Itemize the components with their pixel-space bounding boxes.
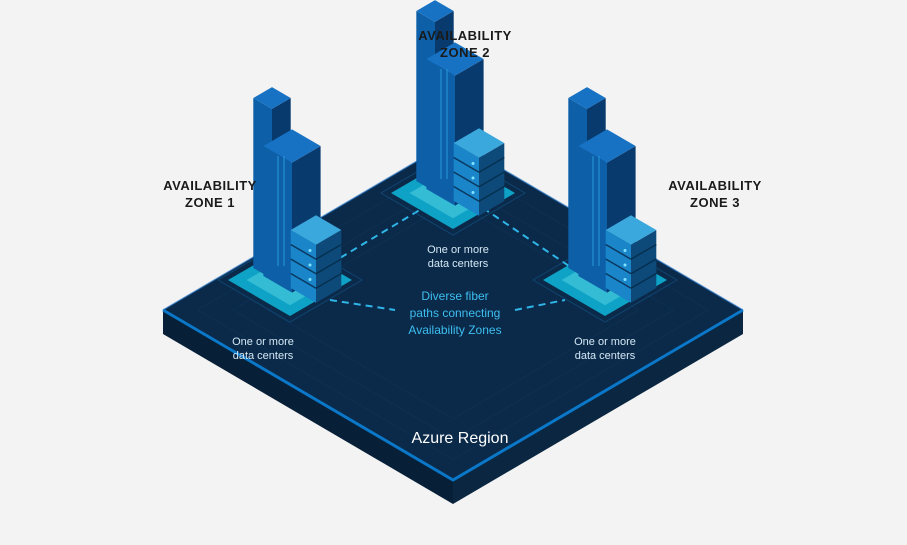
- zone2-caption: One or more data centers: [413, 243, 503, 272]
- zone3-cap-l2: data centers: [575, 350, 636, 362]
- fiber-l3: Availability Zones: [408, 323, 501, 337]
- zone3-label-line2: ZONE 3: [690, 195, 740, 210]
- zone1-cap-l1: One or more: [232, 336, 294, 348]
- zone3-cap-l1: One or more: [574, 336, 636, 348]
- region-text: Azure Region: [412, 430, 509, 447]
- zone1-cap-l2: data centers: [233, 350, 294, 362]
- zone3-label: AVAILABILITY ZONE 3: [660, 178, 770, 212]
- zone2-cap-l2: data centers: [428, 258, 489, 270]
- region-label: Azure Region: [400, 430, 520, 448]
- zone3-label-line1: AVAILABILITY: [668, 178, 762, 193]
- fiber-l1: Diverse fiber: [421, 289, 488, 303]
- zone2-label-line2: ZONE 2: [440, 45, 490, 60]
- zone1-caption: One or more data centers: [218, 335, 308, 364]
- zone1-label-line2: ZONE 1: [185, 195, 235, 210]
- zone1-label-line1: AVAILABILITY: [163, 178, 257, 193]
- zone2-cap-l1: One or more: [427, 244, 489, 256]
- zone3-caption: One or more data centers: [560, 335, 650, 364]
- zone1-label: AVAILABILITY ZONE 1: [155, 178, 265, 212]
- zone2-label: AVAILABILITY ZONE 2: [410, 28, 520, 62]
- zone2-label-line1: AVAILABILITY: [418, 28, 512, 43]
- fiber-label: Diverse fiber paths connecting Availabil…: [395, 288, 515, 338]
- diagram-stage: AVAILABILITY ZONE 1 AVAILABILITY ZONE 2 …: [0, 0, 907, 540]
- fiber-l2: paths connecting: [410, 306, 501, 320]
